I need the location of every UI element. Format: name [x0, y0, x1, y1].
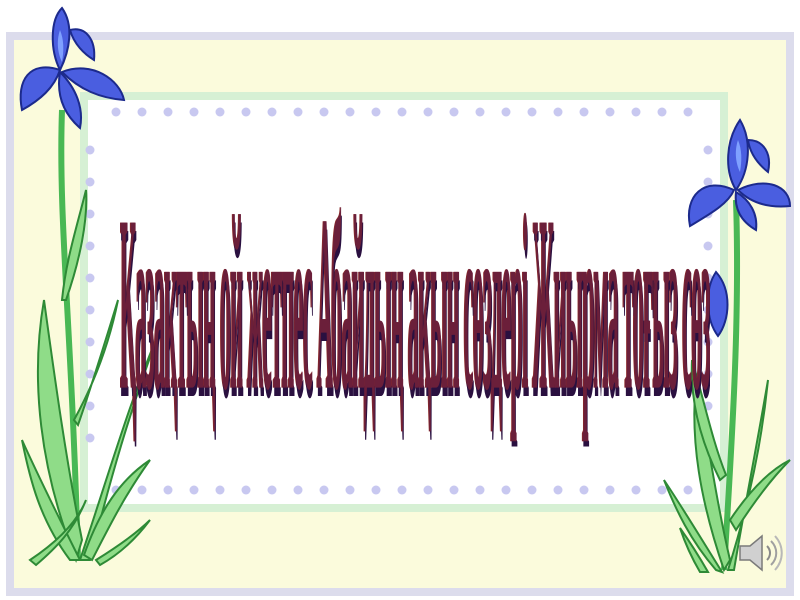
white-panel	[88, 100, 720, 504]
slide-title: Қазақтың ой жетпес Абайдың ақын сөздері …	[120, 186, 710, 447]
title-container: Қазақтың ой жетпес Абайдың ақын сөздері …	[120, 186, 710, 502]
speaker-icon[interactable]	[734, 530, 784, 576]
